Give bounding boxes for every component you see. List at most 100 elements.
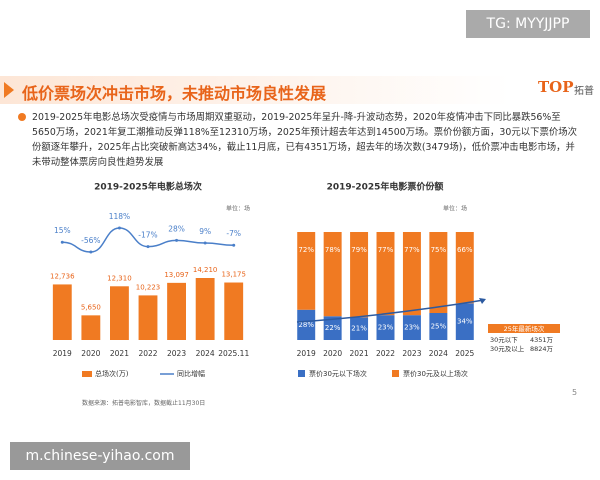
page-number: 5: [572, 388, 578, 397]
annotation-cell: 8824万: [530, 345, 554, 353]
unit-label: 单位：场: [443, 205, 467, 213]
bar-label: 10,223: [136, 283, 161, 291]
segment-label: 28%: [298, 321, 314, 329]
watermark-top: TG: MYYJJPP: [466, 10, 590, 38]
annotation-cell: 30元及以上: [490, 344, 525, 353]
logo: TOP: [538, 78, 574, 96]
bar-segment: [350, 317, 369, 340]
title-arrow: [4, 82, 14, 98]
growth-point: [203, 241, 207, 245]
bar: [195, 278, 215, 340]
bar-label: 13,175: [221, 271, 246, 279]
growth-point: [89, 250, 93, 254]
bar-segment: [429, 313, 448, 340]
logo-sub: 拓普: [574, 86, 594, 97]
growth-label: 9%: [199, 227, 211, 236]
legend-label: 票价30元及以上场次: [403, 369, 468, 378]
segment-label: 22%: [325, 324, 341, 332]
bar: [110, 286, 129, 340]
x-tick-label: 2024: [429, 349, 448, 358]
x-tick-label: 2021: [110, 349, 129, 358]
legend-swatch: [298, 370, 305, 377]
source: 数据来源：拓普电影智库，数据截止11月30日: [82, 400, 206, 407]
x-tick-label: 2020: [81, 349, 100, 358]
growth-point: [117, 226, 121, 230]
growth-point: [146, 245, 150, 249]
chart-title: 2019-2025年电影票价份额: [327, 181, 444, 193]
x-tick-label: 2020: [323, 349, 342, 358]
x-tick-label: 2022: [138, 349, 157, 358]
x-tick-label: 2019: [297, 349, 316, 358]
bar-segment: [323, 316, 342, 340]
legend-swatch: [82, 371, 92, 377]
segment-label: 23%: [378, 324, 394, 332]
bar-segment: [323, 232, 342, 317]
segment-label: 79%: [351, 246, 367, 254]
growth-label: -56%: [81, 236, 100, 245]
bar-segment: [297, 232, 316, 310]
annotation-title: 25年最新场次: [504, 324, 545, 333]
segment-label: 75%: [431, 246, 447, 254]
legend-label: 同比增幅: [177, 369, 205, 378]
bar: [167, 282, 186, 340]
segment-label: 21%: [351, 325, 367, 333]
growth-point: [60, 240, 64, 244]
bar-segment: [376, 232, 395, 316]
growth-label: -7%: [226, 229, 241, 238]
growth-point: [175, 238, 179, 242]
annotation-cell: 4351万: [530, 336, 554, 344]
bar-label: 14,210: [193, 266, 218, 274]
bar-label: 12,736: [50, 272, 75, 280]
x-tick-label: 2024: [196, 349, 215, 358]
bar-segment: [402, 315, 421, 340]
segment-label: 78%: [325, 246, 341, 254]
bar-segment: [297, 309, 316, 340]
x-tick-label: 2021: [350, 349, 369, 358]
segment-label: 77%: [378, 246, 394, 254]
bar-segment: [455, 303, 474, 340]
segment-label: 66%: [457, 246, 473, 254]
bar: [224, 282, 244, 340]
bar-label: 12,310: [107, 274, 132, 282]
unit-label: 单位：场: [226, 205, 250, 213]
segment-label: 23%: [404, 324, 420, 332]
x-tick-label: 2023: [402, 349, 421, 358]
x-tick-label: 2023: [167, 349, 186, 358]
legend-label: 总场次(万): [95, 369, 129, 378]
x-tick-label: 2025.11: [218, 349, 249, 358]
bar: [138, 295, 158, 340]
bar: [81, 315, 101, 340]
growth-label: 15%: [54, 226, 71, 235]
title-band: [0, 76, 600, 104]
x-tick-label: 2025: [455, 349, 474, 358]
x-tick-label: 2019: [53, 349, 72, 358]
bar-label: 5,650: [81, 303, 101, 311]
segment-label: 25%: [431, 323, 447, 331]
chart-title: 2019-2025年电影总场次: [94, 181, 202, 193]
annotation-cell: 30元以下: [490, 336, 518, 344]
segment-label: 77%: [404, 246, 420, 254]
legend-swatch: [392, 370, 399, 377]
bullet-dot: [18, 113, 26, 121]
bar-segment: [376, 315, 395, 340]
segment-label: 34%: [457, 318, 473, 326]
bar-label: 13,097: [164, 271, 189, 279]
legend-label: 票价30元以下场次: [309, 369, 367, 378]
growth-label: 28%: [168, 224, 185, 233]
growth-point: [232, 243, 236, 247]
bar-segment: [402, 232, 421, 316]
growth-label: 118%: [109, 212, 130, 221]
segment-label: 72%: [298, 246, 314, 254]
growth-label: -17%: [138, 231, 157, 240]
bar-segment: [455, 232, 474, 304]
x-tick-label: 2022: [376, 349, 395, 358]
trend-arrowhead: [479, 298, 486, 304]
annotation-box: [488, 324, 560, 333]
bar-segment: [429, 232, 448, 313]
trend-arrow: [296, 299, 485, 323]
bar-segment: [350, 232, 369, 318]
bullet-text: 2019-2025年电影总场次受疫情与市场周期双重驱动，2019-2025年呈升…: [32, 112, 577, 168]
slide-title: 低价票场次冲击市场，未推动市场良性发展: [22, 84, 327, 103]
